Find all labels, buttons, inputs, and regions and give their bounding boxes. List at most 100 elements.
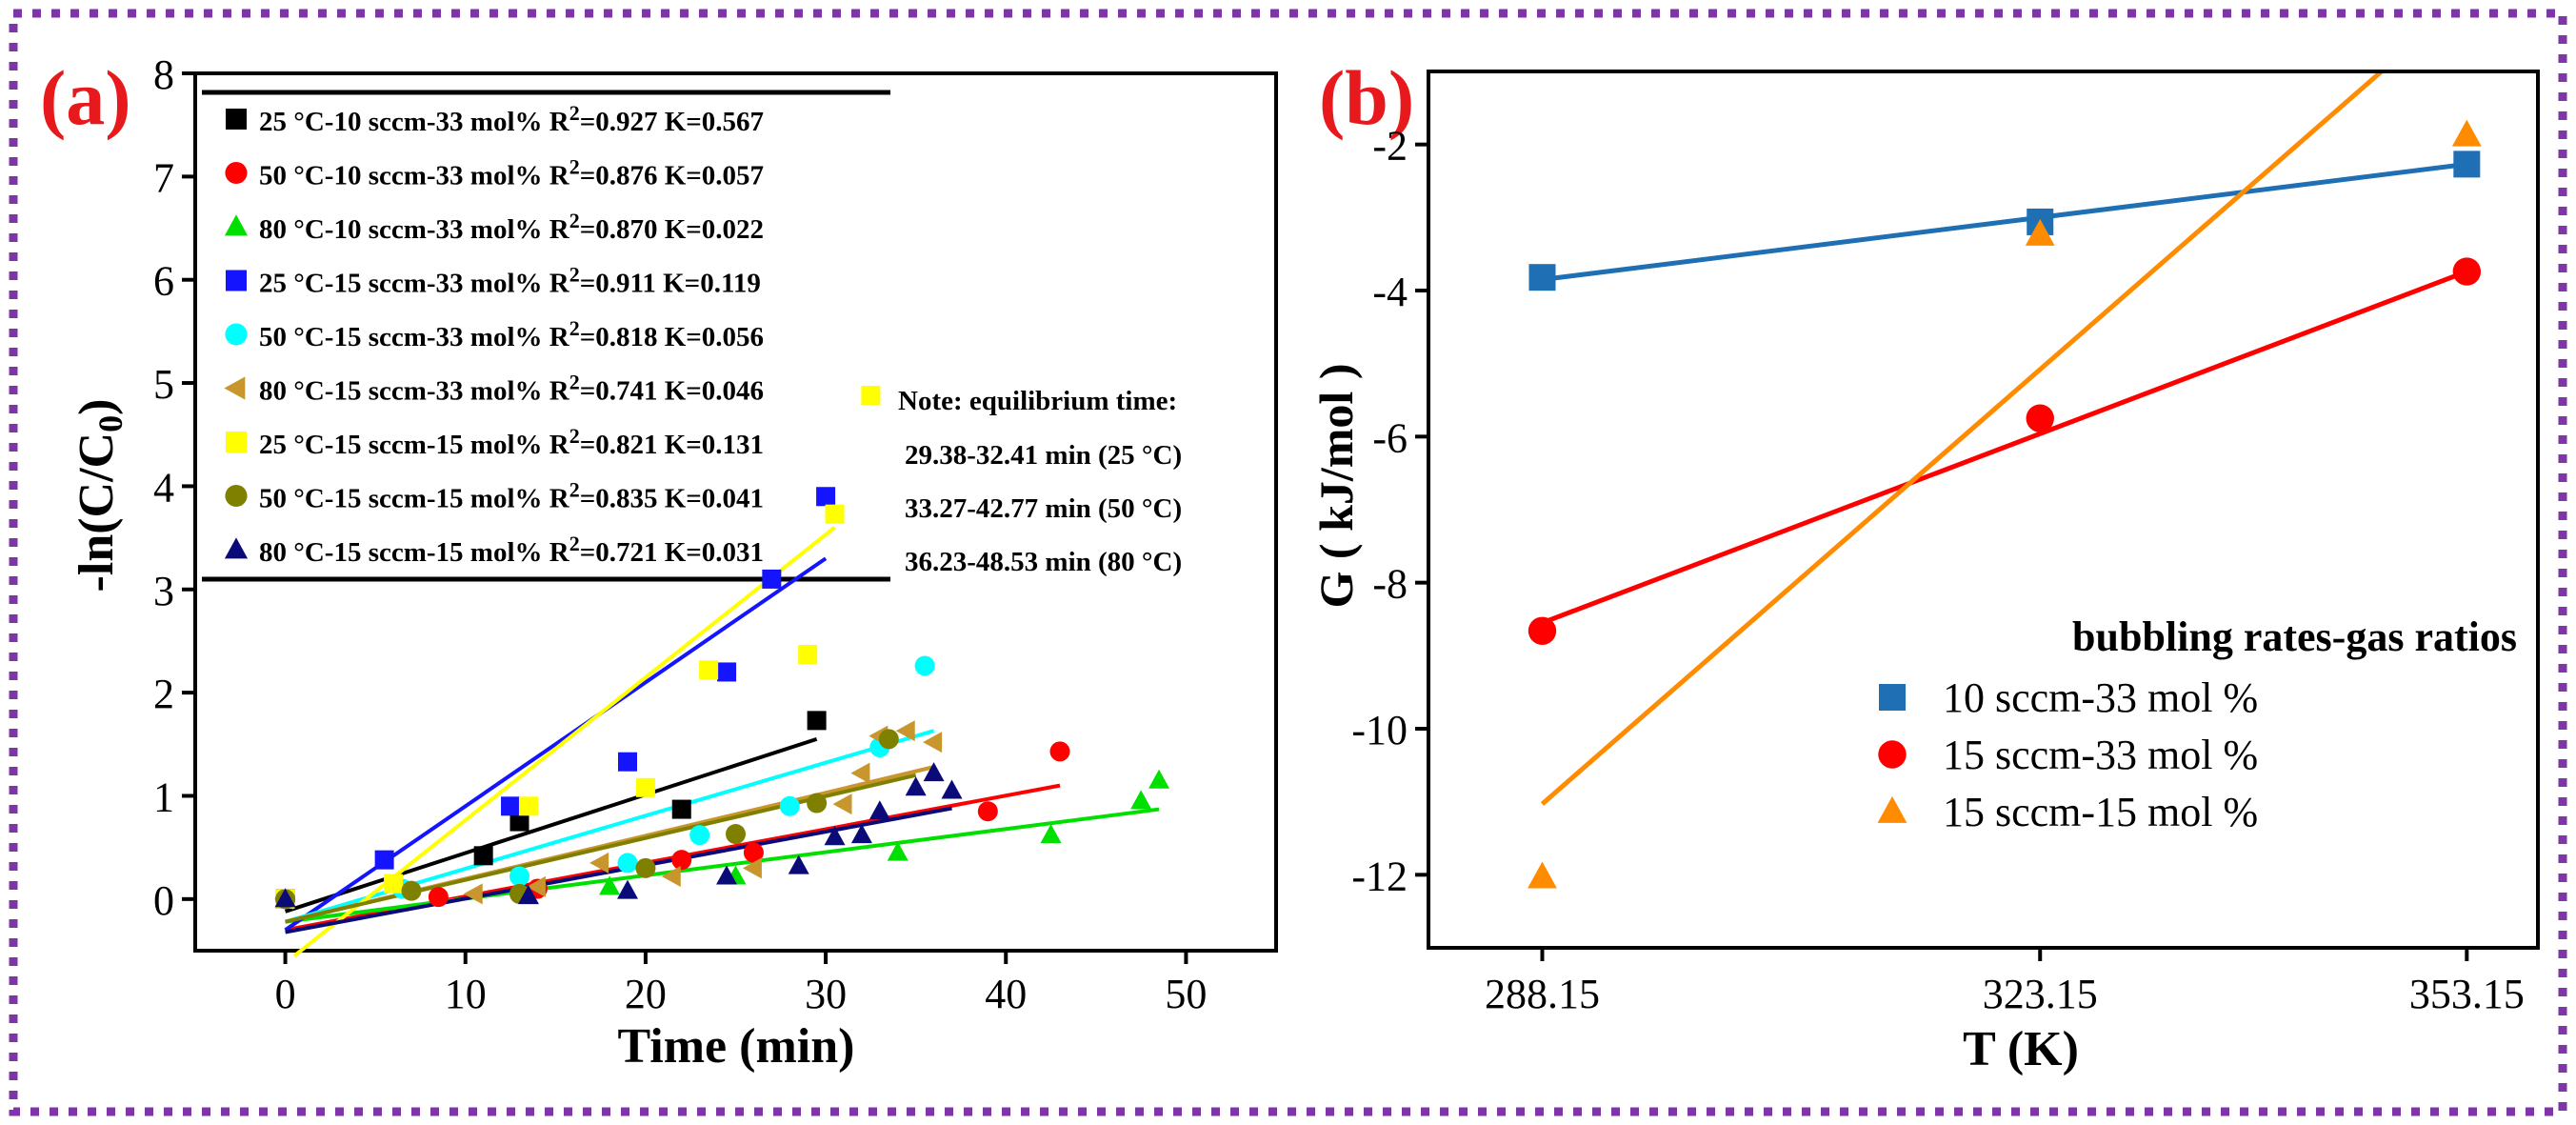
x-tick-label: 20 [625, 971, 667, 1017]
data-point [825, 504, 845, 524]
data-point [914, 655, 935, 676]
data-point [589, 852, 609, 874]
legend-fit-values: =0.870 K=0.022 [580, 214, 764, 245]
legend-marker [226, 109, 247, 130]
legend-series-name: 80 °C-10 sccm-33 mol% R [259, 214, 570, 245]
data-point [501, 796, 521, 816]
data-point [617, 853, 638, 874]
fit-line [1540, 70, 2384, 806]
data-point [824, 826, 846, 846]
legend-series-name: 50 °C-15 sccm-33 mol% R [259, 322, 570, 352]
legend-entry: 50 °C-15 sccm-33 mol% R2=0.818 K=0.056 [259, 316, 764, 352]
panel-b-fit-lines [1540, 70, 2468, 806]
y-tick-label: 3 [153, 568, 174, 614]
legend-marker [225, 323, 248, 346]
y-tick-label: -6 [1372, 414, 1408, 461]
x-tick-label: 0 [275, 971, 296, 1017]
fit-line [1541, 269, 2468, 626]
data-point [742, 857, 762, 879]
legend-entry: 80 °C-15 sccm-15 mol% R2=0.721 K=0.031 [259, 532, 764, 568]
panel-b-data-points [1528, 119, 2482, 889]
data-point [384, 874, 404, 894]
data-point [832, 794, 852, 815]
data-point [850, 824, 872, 844]
data-point [895, 720, 915, 742]
data-point [671, 850, 692, 871]
data-point [526, 875, 546, 897]
legend-marker [225, 484, 248, 508]
legend-fit-values: =0.911 K=0.119 [580, 269, 761, 299]
legend-r2-superscript: 2 [569, 424, 580, 448]
y-tick-label: 0 [153, 877, 174, 924]
legend-entry: 15 sccm-15 mol % [1943, 789, 2258, 835]
legend-marker [224, 537, 249, 559]
data-point [869, 800, 890, 820]
data-point [517, 885, 539, 905]
panel-b-legend-title: bubbling rates-gas ratios [2072, 613, 2517, 660]
panel-a-x-axis-label: Time (min) [618, 1019, 855, 1074]
data-point [2025, 218, 2055, 246]
panel-a-label: (a) [40, 54, 131, 141]
data-point [463, 883, 483, 905]
y-tick-label: 7 [153, 154, 174, 201]
panel-a-data-points [274, 386, 1170, 910]
y-tick-label: 5 [153, 361, 174, 408]
x-tick-label: 288.15 [1485, 971, 1600, 1017]
y-tick-label: -2 [1372, 123, 1408, 170]
data-point [807, 793, 828, 814]
legend-entry: 50 °C-10 sccm-33 mol% R2=0.876 K=0.057 [259, 155, 764, 191]
panel-a-plot-area [193, 71, 1278, 953]
data-point [599, 875, 621, 895]
panel-b-y-axis-label: G ( kJ/mol ) [1309, 364, 1363, 609]
data-point [617, 879, 638, 899]
y-tick-label: 2 [153, 671, 174, 717]
legend-marker [224, 376, 246, 400]
panel-a-y-axis-label-subscript: 0 [91, 415, 130, 432]
data-point [1130, 790, 1152, 810]
legend-entry: 15 sccm-33 mol % [1943, 732, 2258, 778]
data-point [788, 854, 809, 874]
panel-a-y-axis-label-main: -ln(C/C [70, 432, 124, 593]
note-line: 36.23-48.53 min (80 °C) [905, 547, 1182, 577]
x-tick-label: 30 [805, 971, 847, 1017]
data-point [1528, 616, 1557, 645]
data-point [401, 880, 422, 901]
legend-r2-superscript: 2 [569, 263, 580, 287]
data-point [807, 711, 827, 731]
data-point [941, 779, 963, 799]
legend-entry: 80 °C-15 sccm-33 mol% R2=0.741 K=0.046 [259, 371, 764, 407]
note-line: 29.38-32.41 min (25 °C) [905, 440, 1182, 471]
data-point [509, 812, 529, 832]
panel-b: (b) 288.15 323.15 353.15 -2 -4 -6 -8 -10 -12 T … [1309, 54, 2540, 1076]
equilibrium-note: Note: equilibrium time: 29.38-32.41 min (… [898, 386, 1182, 577]
data-point [2451, 119, 2482, 147]
data-point [671, 799, 691, 819]
x-tick-label: 10 [445, 971, 487, 1017]
data-point [887, 841, 909, 861]
legend-fit-values: =0.741 K=0.046 [580, 376, 764, 407]
data-point [274, 888, 296, 908]
y-tick-label: 8 [153, 51, 174, 98]
data-point [716, 865, 738, 885]
legend-fit-values: =0.835 K=0.041 [580, 484, 764, 514]
legend-r2-superscript: 2 [569, 155, 580, 179]
data-point [661, 865, 681, 887]
legend-series-name: 50 °C-15 sccm-15 mol% R [259, 484, 570, 514]
x-tick-label: 353.15 [2409, 971, 2525, 1017]
data-point [977, 801, 998, 822]
data-point [1148, 769, 1170, 789]
legend-r2-superscript: 2 [569, 101, 580, 125]
y-tick-label: 1 [153, 773, 174, 820]
fit-line [1542, 161, 2467, 282]
y-tick-label: -10 [1351, 707, 1408, 753]
y-tick-label: -4 [1372, 269, 1408, 315]
data-point [798, 645, 818, 665]
panel-a-y-axis-label: -ln(C/C0) [70, 399, 130, 593]
data-point [635, 857, 656, 878]
data-point [726, 824, 746, 845]
y-tick-label: 4 [153, 464, 174, 511]
legend-series-name: 25 °C-15 sccm-15 mol% R [259, 430, 570, 460]
legend-marker [226, 270, 247, 291]
